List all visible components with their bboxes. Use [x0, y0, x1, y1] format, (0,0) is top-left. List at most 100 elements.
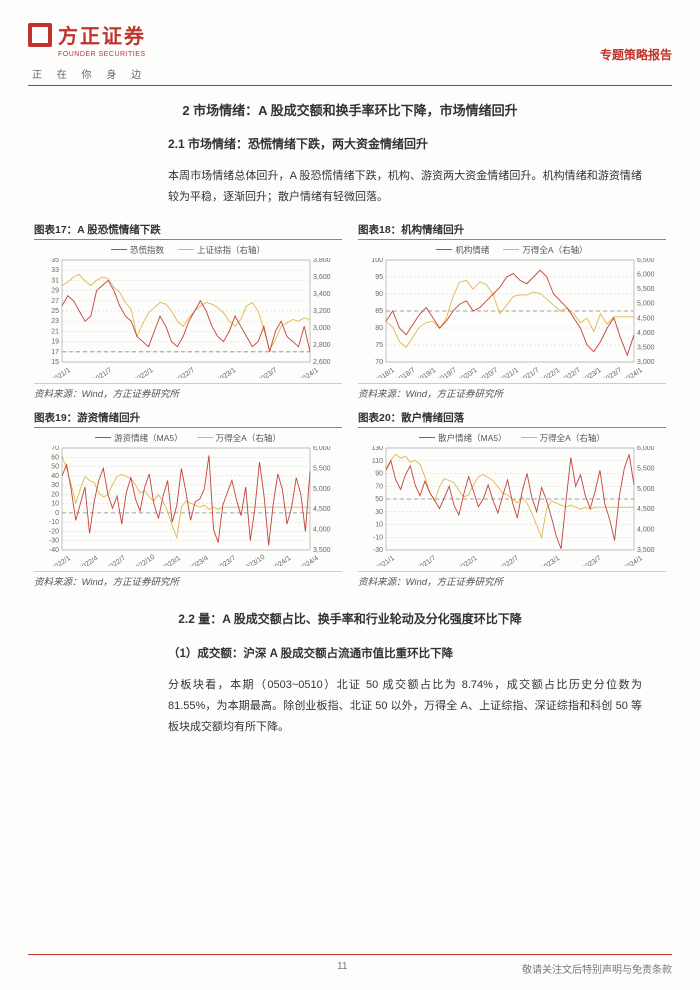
legend-yellow: 万得全A（右轴） — [540, 432, 605, 444]
svg-text:2022/7: 2022/7 — [560, 366, 582, 377]
svg-text:90: 90 — [375, 470, 383, 477]
chart-17-source: 资料来源：Wind，方正证券研究所 — [34, 383, 342, 400]
section-22-title: 2.2 量：A 股成交额占比、换手率和行业轮动及分化强度环比下降 — [28, 610, 672, 627]
svg-text:75: 75 — [375, 342, 383, 349]
chart-19-source: 资料来源：Wind，方正证券研究所 — [34, 571, 342, 588]
svg-text:100: 100 — [371, 258, 383, 264]
chart-20-source: 资料来源：Wind，方正证券研究所 — [358, 571, 666, 588]
svg-text:2021/1: 2021/1 — [50, 366, 72, 377]
chart-17-svg: 15171921232527293133352,6002,8003,0003,2… — [34, 258, 342, 378]
svg-text:2022/1: 2022/1 — [457, 554, 479, 565]
svg-text:70: 70 — [375, 483, 383, 490]
svg-text:2021/1: 2021/1 — [498, 366, 520, 377]
svg-text:4,500: 4,500 — [313, 506, 331, 513]
svg-text:35: 35 — [51, 258, 59, 264]
svg-text:2023/7: 2023/7 — [581, 554, 603, 565]
svg-text:2022/1: 2022/1 — [50, 554, 72, 565]
svg-text:30: 30 — [51, 482, 59, 489]
logo-icon — [28, 23, 52, 47]
svg-text:5,000: 5,000 — [637, 486, 655, 493]
svg-text:2024/1: 2024/1 — [271, 554, 293, 565]
svg-text:-10: -10 — [373, 534, 383, 541]
svg-text:-30: -30 — [49, 538, 59, 545]
logo-main: 方正证券 — [58, 20, 146, 49]
svg-text:10: 10 — [51, 500, 59, 507]
svg-text:2021/7: 2021/7 — [416, 554, 438, 565]
svg-text:2022/1: 2022/1 — [133, 366, 155, 377]
page-number: 11 — [337, 961, 347, 976]
svg-text:2,600: 2,600 — [313, 359, 331, 366]
svg-text:31: 31 — [51, 277, 59, 284]
report-tag: 专题策略报告 — [600, 46, 672, 63]
svg-text:6,000: 6,000 — [637, 446, 655, 452]
svg-text:2023/7: 2023/7 — [602, 366, 624, 377]
svg-text:2024/4: 2024/4 — [298, 554, 320, 565]
svg-text:3,400: 3,400 — [313, 291, 331, 298]
footer-note: 敬请关注文后特别声明与免责条款 — [522, 961, 672, 976]
svg-text:20: 20 — [51, 491, 59, 498]
svg-text:2021/7: 2021/7 — [519, 366, 541, 377]
svg-text:0: 0 — [55, 510, 59, 517]
svg-text:2021/7: 2021/7 — [92, 366, 114, 377]
svg-text:50: 50 — [375, 496, 383, 503]
svg-text:110: 110 — [372, 458, 383, 465]
svg-text:2019/7: 2019/7 — [436, 366, 458, 377]
svg-text:2022/10: 2022/10 — [131, 553, 156, 565]
tagline: 正 在 你 身 边 — [32, 66, 147, 81]
svg-text:80: 80 — [375, 325, 383, 332]
svg-text:5,500: 5,500 — [637, 286, 655, 293]
svg-text:6,000: 6,000 — [637, 271, 655, 278]
svg-text:3,600: 3,600 — [313, 274, 331, 281]
svg-text:2023/1: 2023/1 — [581, 366, 603, 377]
chart-17-title: 图表17：A 股恐慌情绪下跌 — [34, 222, 342, 240]
chart-19-title: 图表19：游资情绪回升 — [34, 410, 342, 428]
legend-yellow: 万得全A（右轴） — [522, 244, 587, 256]
svg-text:3,000: 3,000 — [313, 325, 331, 332]
logo-sub: FOUNDER SECURITIES — [58, 51, 147, 58]
svg-text:2023/1: 2023/1 — [540, 554, 562, 565]
svg-text:5,500: 5,500 — [637, 465, 655, 472]
chart-17: 图表17：A 股恐慌情绪下跌 恐慌指数 上证综指（右轴） 15171921232… — [34, 222, 342, 400]
svg-text:2024/1: 2024/1 — [298, 366, 320, 377]
chart-18-legend: 机构情绪 万得全A（右轴） — [358, 244, 666, 256]
svg-text:2022/7: 2022/7 — [105, 554, 127, 565]
chart-18: 图表18：机构情绪回升 机构情绪 万得全A（右轴） 70758085909510… — [358, 222, 666, 400]
svg-text:2024/1: 2024/1 — [622, 554, 644, 565]
svg-text:2,800: 2,800 — [313, 342, 331, 349]
chart-20: 图表20：散户情绪回落 散户情绪（MA5） 万得全A（右轴） -30-10103… — [358, 410, 666, 588]
svg-text:-30: -30 — [373, 547, 383, 554]
chart-19: 图表19：游资情绪回升 游资情绪（MA5） 万得全A（右轴） -40-30-20… — [34, 410, 342, 588]
legend-red: 恐慌指数 — [130, 244, 164, 256]
svg-text:2023/7: 2023/7 — [216, 554, 238, 565]
svg-text:23: 23 — [51, 318, 59, 325]
svg-text:19: 19 — [51, 338, 59, 345]
svg-text:21: 21 — [51, 328, 59, 335]
svg-text:-40: -40 — [49, 547, 59, 554]
chart-18-svg: 7075808590951003,0003,5004,0004,5005,000… — [358, 258, 666, 378]
para-22: 分板块看，本期（0503~0510）北证 50 成交额占比为 8.74%，成交额… — [168, 675, 642, 738]
subsection-21-title: 2.1 市场情绪：恐慌情绪下跌，两大资金情绪回升 — [168, 135, 672, 152]
svg-text:2022/7: 2022/7 — [498, 554, 520, 565]
svg-text:5,000: 5,000 — [313, 486, 331, 493]
charts-grid: 图表17：A 股恐慌情绪下跌 恐慌指数 上证综指（右轴） 15171921232… — [34, 222, 666, 588]
svg-text:3,500: 3,500 — [637, 344, 655, 351]
svg-text:30: 30 — [375, 509, 383, 516]
legend-red: 散户情绪（MA5） — [438, 432, 506, 444]
svg-text:5,500: 5,500 — [313, 465, 331, 472]
svg-text:3,500: 3,500 — [313, 547, 331, 554]
chart-19-legend: 游资情绪（MA5） 万得全A（右轴） — [34, 432, 342, 444]
svg-text:2021/1: 2021/1 — [374, 554, 396, 565]
svg-text:4,000: 4,000 — [637, 330, 655, 337]
svg-text:-10: -10 — [49, 519, 59, 526]
logo-block: 方正证券 FOUNDER SECURITIES 正 在 你 身 边 — [28, 20, 147, 81]
svg-text:2023/10: 2023/10 — [242, 553, 267, 565]
section-title: 2 市场情绪：A 股成交额和换手率环比下降，市场情绪回升 — [28, 100, 672, 119]
svg-text:2024/1: 2024/1 — [622, 366, 644, 377]
svg-text:70: 70 — [51, 446, 59, 452]
svg-text:90: 90 — [375, 291, 383, 298]
svg-text:27: 27 — [51, 298, 59, 305]
svg-text:4,000: 4,000 — [313, 526, 331, 533]
svg-text:25: 25 — [51, 308, 59, 315]
svg-text:2018/1: 2018/1 — [374, 366, 396, 377]
legend-red: 游资情绪（MA5） — [114, 432, 182, 444]
